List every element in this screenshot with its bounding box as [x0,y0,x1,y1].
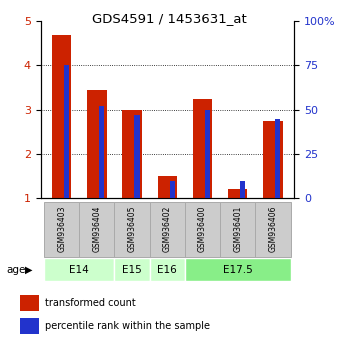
Text: GSM936400: GSM936400 [198,206,207,252]
Bar [158,176,177,198]
Bar [52,34,71,198]
Text: age: age [7,265,26,275]
Text: E16: E16 [158,265,177,275]
Text: E15: E15 [122,265,142,275]
Text: GSM936406: GSM936406 [268,206,277,252]
Bar [185,258,291,281]
Text: GSM936404: GSM936404 [92,206,101,252]
Bar [263,121,283,198]
Bar [44,202,79,257]
Bar [220,202,255,257]
Text: transformed count: transformed count [45,298,136,308]
Text: E14: E14 [69,265,89,275]
Bar [20,318,39,334]
Bar [150,258,185,281]
Bar [185,202,220,257]
Text: GDS4591 / 1453631_at: GDS4591 / 1453631_at [92,12,246,25]
Bar [87,90,106,198]
Bar [122,110,142,198]
Text: GSM936405: GSM936405 [128,206,137,252]
Bar [79,202,115,257]
Bar [240,181,245,198]
Bar [99,106,104,198]
Bar [64,65,69,198]
Bar [134,115,140,198]
Bar [170,181,175,198]
Bar [115,202,150,257]
Text: ▶: ▶ [25,265,33,275]
Text: percentile rank within the sample: percentile rank within the sample [45,321,210,331]
Bar [20,295,39,311]
Bar [228,189,247,198]
Bar [205,110,210,198]
Text: GSM936401: GSM936401 [233,206,242,252]
Bar [193,99,212,198]
Bar [115,258,150,281]
Bar [150,202,185,257]
Text: GSM936403: GSM936403 [57,206,66,252]
Bar [255,202,291,257]
Text: E17.5: E17.5 [223,265,252,275]
Bar [275,119,281,198]
Bar [44,258,115,281]
Text: GSM936402: GSM936402 [163,206,172,252]
